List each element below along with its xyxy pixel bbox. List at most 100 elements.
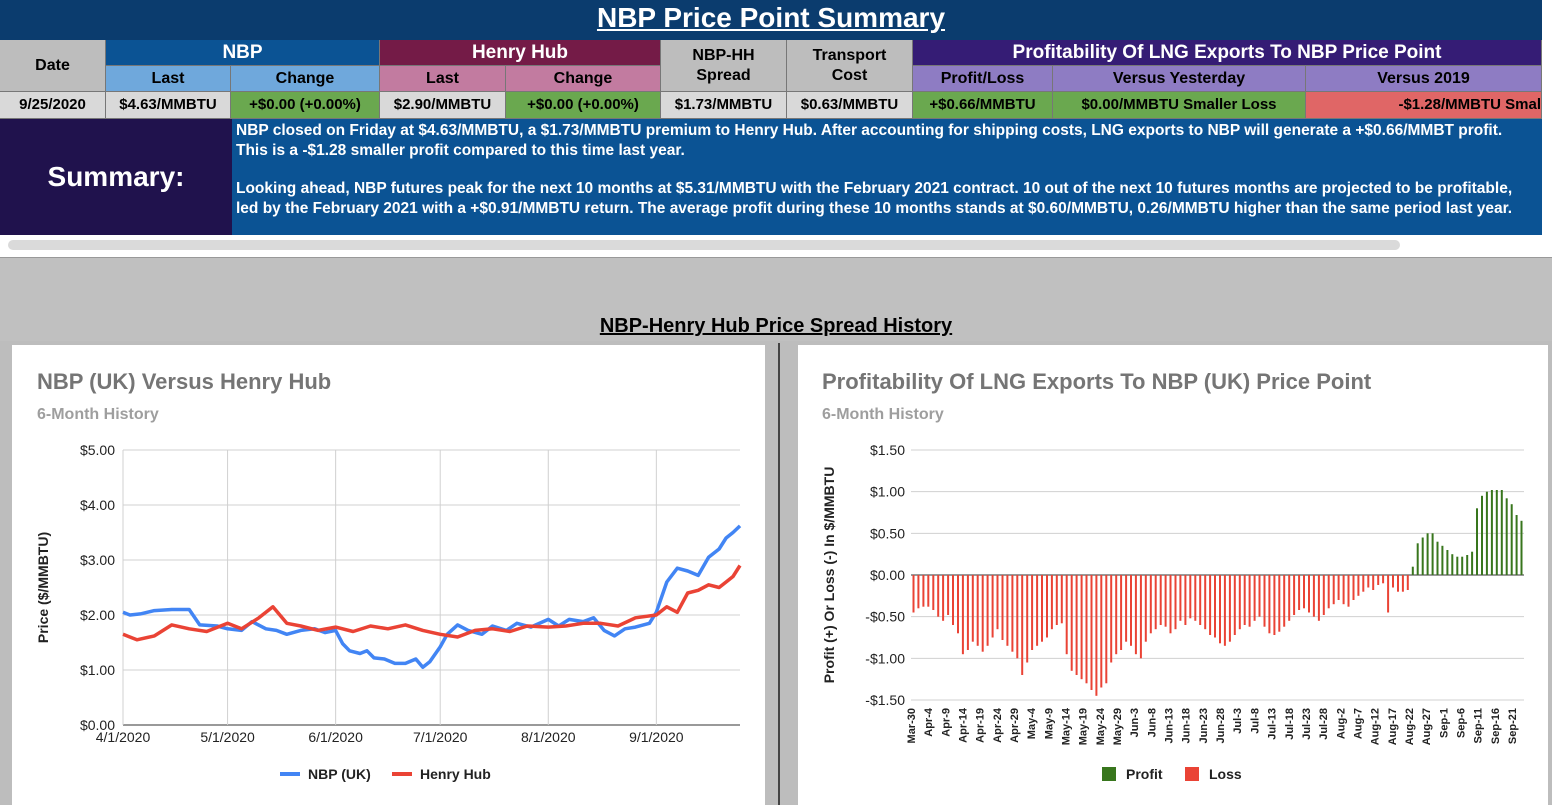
loss-bar (1303, 575, 1305, 609)
loss-bar (927, 575, 930, 607)
loss-bar (1228, 575, 1231, 642)
profit-bar (1515, 515, 1518, 575)
loss-bar (1184, 575, 1187, 625)
x-tick-label: Apr-4 (923, 707, 935, 737)
loss-bar (1293, 575, 1296, 615)
x-tick-label: 7/1/2020 (413, 729, 468, 745)
loss-bar (1065, 575, 1068, 655)
loss-bar (1357, 575, 1360, 596)
loss-bar (1406, 575, 1409, 590)
x-tick-label: May-9 (1043, 708, 1055, 739)
profit-bar (1441, 545, 1444, 575)
header-hh-last: Last (380, 66, 506, 92)
loss-bar (1090, 575, 1093, 690)
loss-bar (1209, 575, 1212, 635)
loss-bar (1253, 575, 1256, 621)
x-tick-label: May-19 (1078, 708, 1090, 745)
loss-bar (1372, 575, 1375, 590)
spacer-band (0, 257, 1552, 313)
loss-bar (1263, 575, 1266, 627)
profit-bar (1461, 556, 1464, 575)
y-tick-label: $4.00 (80, 497, 115, 513)
loss-bar (1001, 575, 1004, 640)
loss-bar (1298, 575, 1301, 610)
loss-bar (1036, 575, 1039, 646)
x-tick-label: Jul-3 (1232, 708, 1244, 734)
cell-date: 9/25/2020 (0, 92, 106, 119)
chart1-title: NBP (UK) Versus Henry Hub (37, 369, 332, 394)
loss-bar (1085, 575, 1088, 684)
summary-label: Summary: (0, 119, 232, 235)
cell-vs-2019: -$1.28/MMBTU Smal (1306, 92, 1542, 119)
x-tick-label: Sep-21 (1507, 708, 1519, 744)
x-tick-label: Apr-19 (975, 708, 987, 743)
chart2-title: Profitability Of LNG Exports To NBP (UK)… (822, 369, 1372, 394)
loss-bar (1367, 575, 1370, 588)
loss-bar (1095, 575, 1098, 696)
cell-nbp-change: +$0.00 (+0.00%) (231, 92, 380, 119)
cell-nbp-last: $4.63/MMBTU (106, 92, 231, 119)
panel-divider (778, 343, 780, 805)
loss-bar (1238, 575, 1241, 630)
summary-paragraph-2: Looking ahead, NBP futures peak for the … (236, 180, 1517, 217)
loss-bar (1283, 575, 1286, 627)
page-title: NBP Price Point Summary (596, 2, 946, 33)
profit-bar (1520, 520, 1523, 575)
loss-bar (1342, 575, 1345, 605)
x-tick-label: Mar-30 (906, 708, 918, 743)
header-transport: Transport Cost (787, 40, 913, 92)
header-nbp-last: Last (106, 66, 231, 92)
scrollbar-thumb[interactable] (8, 240, 1400, 250)
line-chart: $0.00 $1.00 $2.00 $3.00 $4.00 $5.00 4/1/2020 5/… (35, 442, 742, 782)
x-tick-label: May-14 (1061, 707, 1073, 745)
profit-bar (1436, 541, 1439, 575)
x-tick-label: Apr-24 (992, 707, 1004, 743)
loss-bar (1164, 575, 1167, 627)
profit-bar (1411, 566, 1414, 575)
y-tick-label: -$1.50 (865, 692, 905, 708)
loss-bar (1115, 575, 1118, 655)
header-vs-yesterday: Versus Yesterday (1053, 66, 1306, 92)
x-tick-label: Aug-27 (1421, 708, 1433, 745)
x-tick-label: May-4 (1026, 707, 1038, 739)
header-nbp-change: Change (231, 66, 380, 92)
loss-bar (1278, 575, 1281, 632)
loss-bar (1169, 575, 1172, 634)
x-tick-label: Jun-28 (1215, 708, 1227, 743)
loss-bar (1046, 575, 1048, 638)
loss-bar (1130, 575, 1132, 646)
x-tick-label: Sep-1 (1438, 708, 1450, 738)
y-axis-label: Profit (+) Or Loss (-) In $/MMBTU (821, 467, 837, 684)
legend-label: Henry Hub (420, 766, 491, 782)
loss-bar (1332, 575, 1335, 605)
x-tick-label: Jun-18 (1181, 708, 1193, 743)
loss-bar (1337, 575, 1340, 600)
y-tick-label: $1.50 (870, 442, 905, 458)
legend-label: Profit (1126, 766, 1163, 782)
x-tick-label: Sep-16 (1490, 708, 1502, 744)
loss-bar (1159, 575, 1162, 625)
loss-bar (1174, 575, 1177, 630)
title-bar: NBP Price Point Summary (0, 0, 1542, 40)
chart1-subtitle: 6-Month History (37, 406, 159, 423)
x-tick-label: May-29 (1112, 708, 1124, 745)
loss-bar (1258, 575, 1261, 617)
loss-bar (986, 575, 989, 646)
x-tick-label: Jun-13 (1164, 708, 1176, 743)
header-profitability: Profitability Of LNG Exports To NBP Pric… (913, 40, 1542, 66)
series-line-henry-hub (122, 564, 742, 642)
y-tick-label: -$1.00 (865, 650, 905, 666)
cell-hh-change: +$0.00 (+0.00%) (506, 92, 661, 119)
loss-bar (952, 575, 954, 625)
x-tick-label: May-24 (1095, 707, 1107, 745)
loss-bar (971, 575, 974, 642)
y-axis-label: Price ($/MMBTU) (35, 532, 51, 643)
series-line-nbp (122, 524, 742, 670)
loss-bar (1248, 575, 1251, 627)
profit-bar (1446, 550, 1449, 575)
loss-bar (1387, 575, 1390, 613)
header-henry-hub: Henry Hub (380, 40, 661, 66)
loss-bar (1392, 575, 1394, 588)
left-chart-panel (12, 345, 765, 805)
legend-swatch (1102, 767, 1116, 781)
